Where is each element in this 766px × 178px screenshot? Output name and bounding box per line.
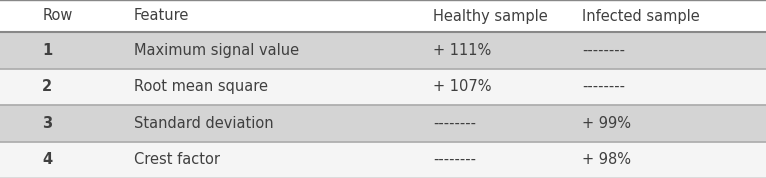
Text: Crest factor: Crest factor [134,152,220,167]
Text: Row: Row [42,9,73,23]
Text: + 98%: + 98% [582,152,631,167]
Text: 1: 1 [42,43,52,58]
Text: 3: 3 [42,116,52,131]
Text: --------: -------- [433,116,476,131]
Text: Root mean square: Root mean square [134,79,268,94]
Bar [0,105,766,142]
Text: + 111%: + 111% [433,43,491,58]
Text: Feature: Feature [134,9,189,23]
Text: Standard deviation: Standard deviation [134,116,273,131]
Bar [0,0,766,32]
Text: --------: -------- [582,79,625,94]
Text: 4: 4 [42,152,52,167]
Bar [0,142,766,178]
Text: --------: -------- [582,43,625,58]
Bar [0,32,766,69]
Text: Healthy sample: Healthy sample [433,9,548,23]
Text: Maximum signal value: Maximum signal value [134,43,300,58]
Text: 2: 2 [42,79,52,94]
Text: Infected sample: Infected sample [582,9,700,23]
Text: + 107%: + 107% [433,79,491,94]
Text: --------: -------- [433,152,476,167]
Bar [0,69,766,105]
Text: + 99%: + 99% [582,116,631,131]
